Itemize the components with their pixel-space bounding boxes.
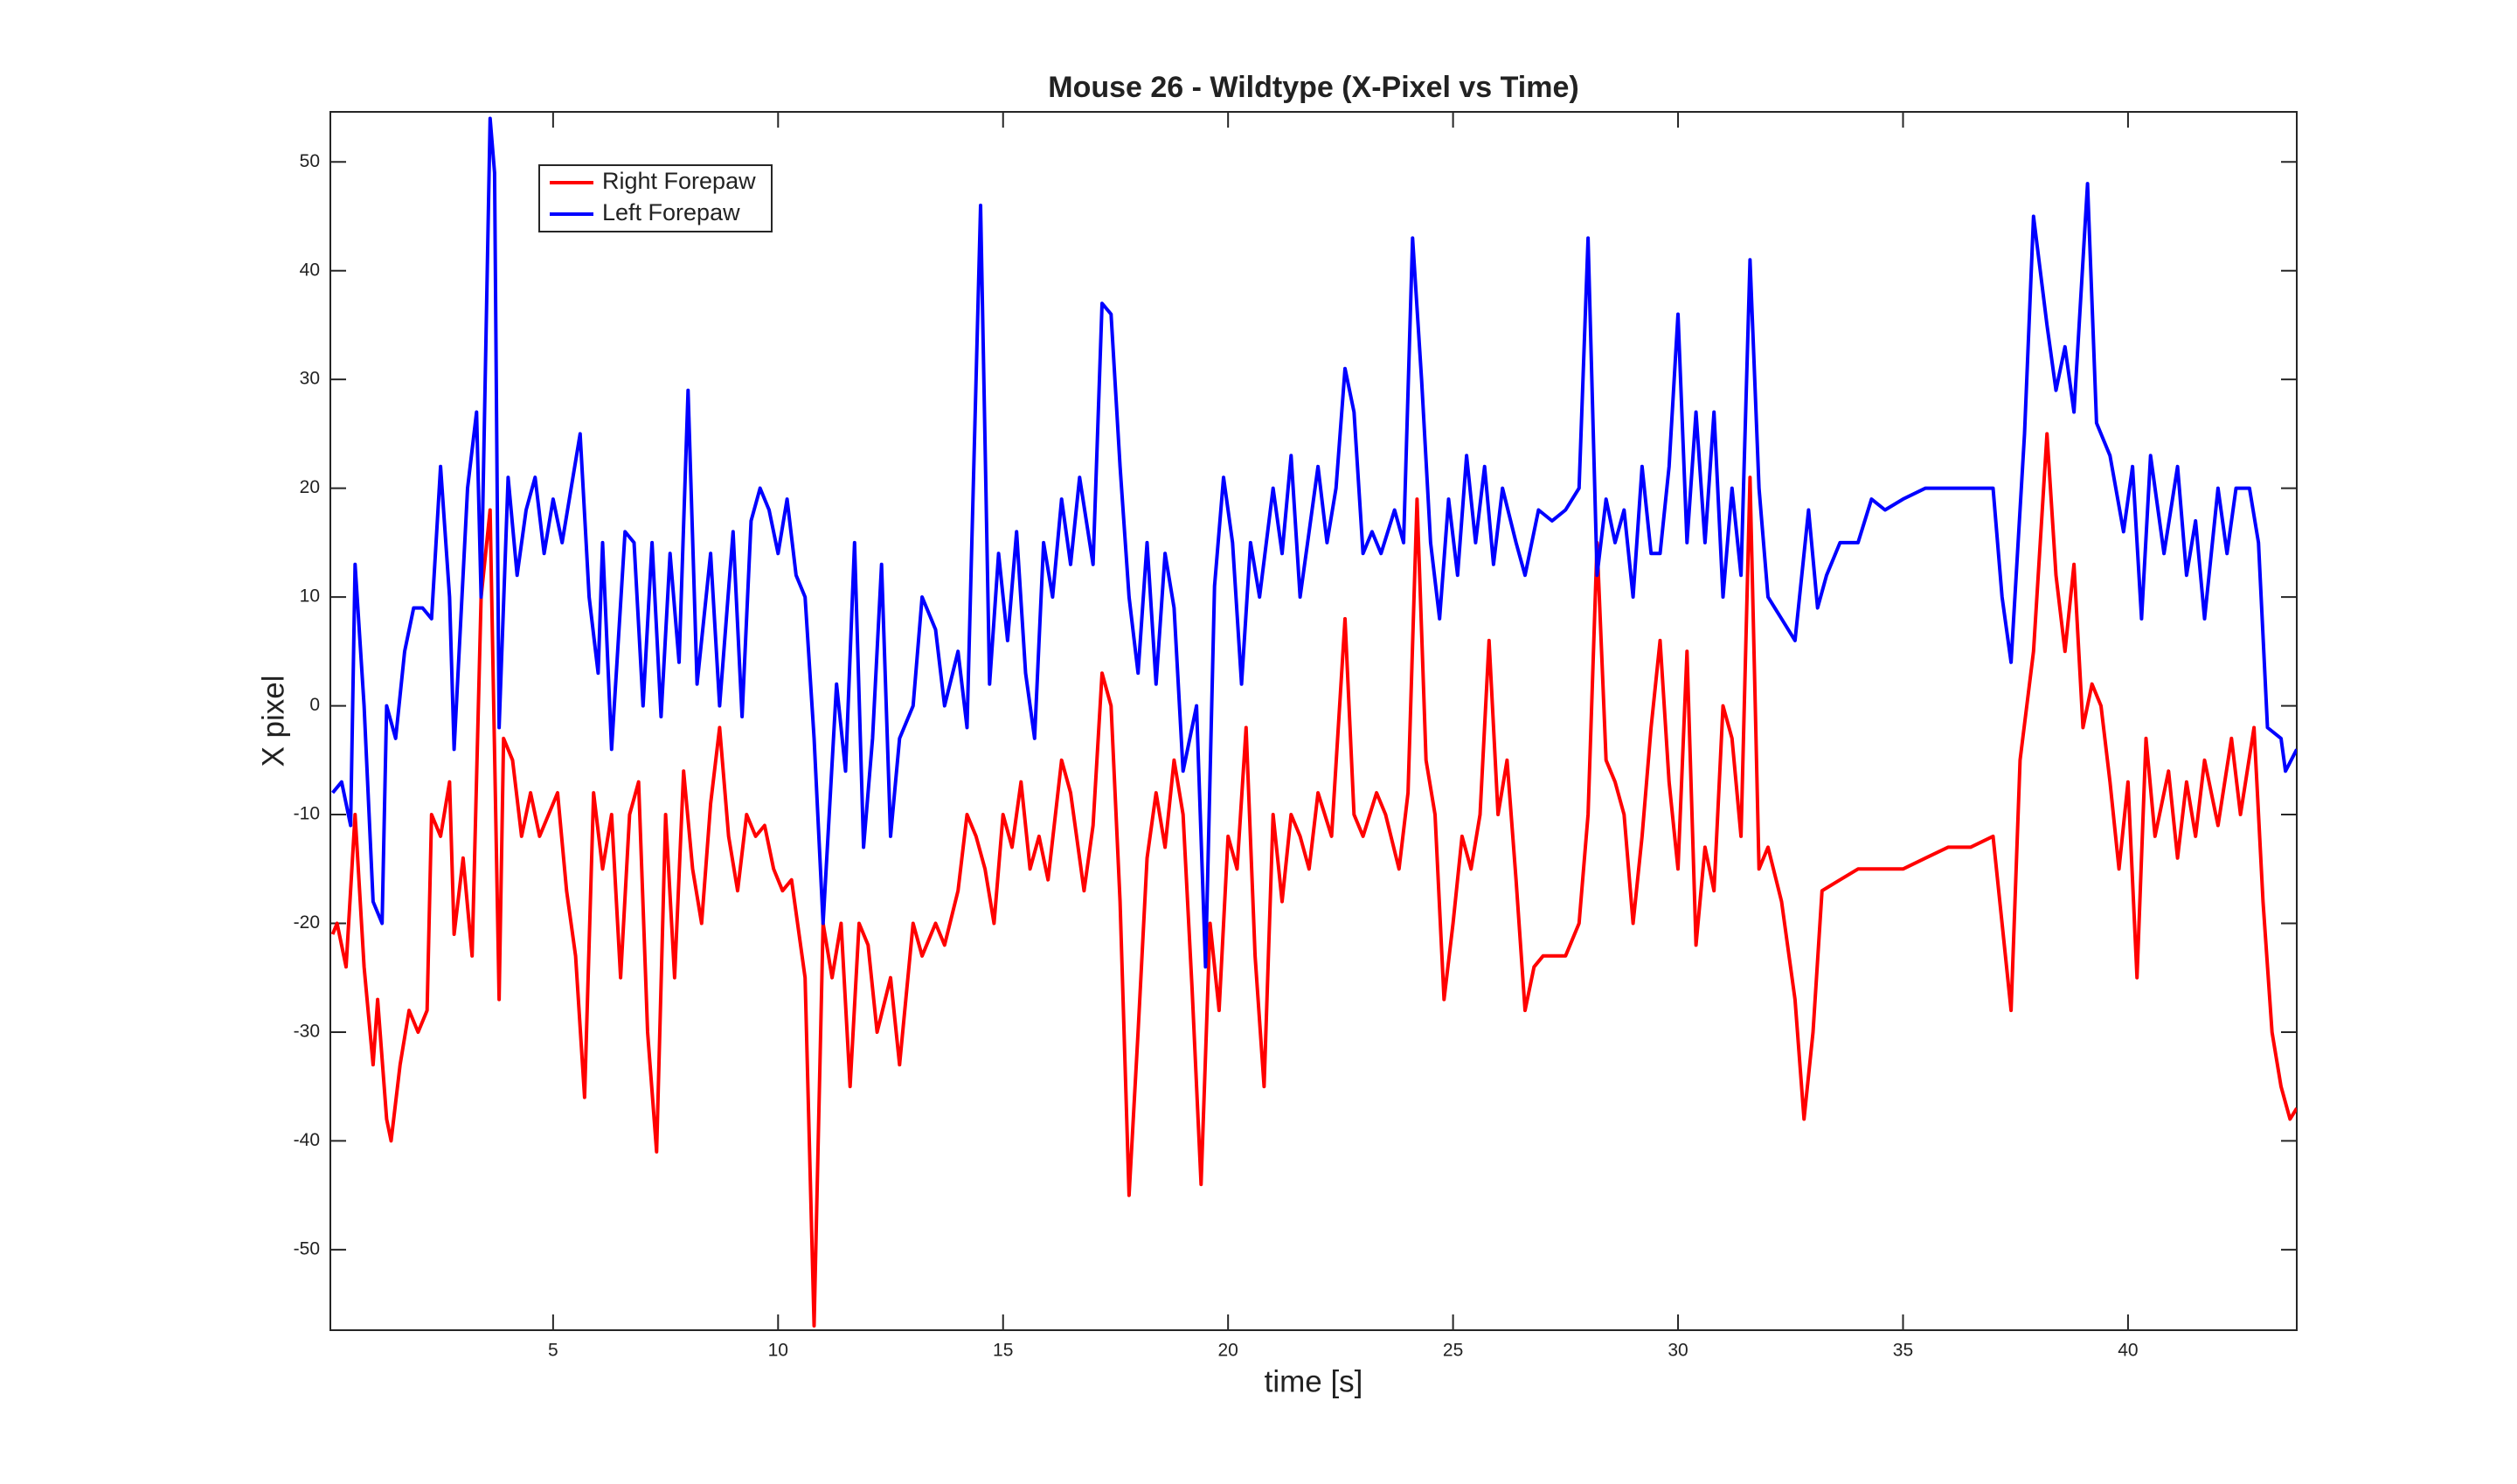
y-tick-label: -40 [294, 1130, 320, 1150]
legend-box [538, 164, 773, 232]
legend-label: Left Forepaw [602, 199, 740, 225]
y-tick-label: 40 [300, 260, 320, 280]
y-tick-label: -10 [294, 804, 320, 824]
x-tick-label: 25 [1443, 1341, 1463, 1361]
x-tick-label: 5 [548, 1341, 558, 1361]
y-tick-label: 20 [300, 477, 320, 497]
x-tick-label: 10 [768, 1341, 788, 1361]
data-line [331, 116, 2297, 969]
legend-label: Right Forepaw [602, 168, 756, 194]
y-tick-label: 10 [300, 586, 320, 607]
x-tick-label: 40 [2118, 1341, 2138, 1361]
x-tick-label: 15 [993, 1341, 1013, 1361]
y-tick-label: 50 [300, 151, 320, 171]
y-axis-label: X pixel [256, 675, 290, 766]
y-tick-label: -30 [294, 1022, 320, 1042]
y-tick-label: -20 [294, 912, 320, 933]
x-tick-label: 20 [1217, 1341, 1238, 1361]
y-tick-label: 0 [309, 695, 320, 715]
x-axis-label: time [s] [1265, 1364, 1363, 1398]
axes-box [329, 111, 2298, 1331]
y-tick-label: -50 [294, 1238, 320, 1259]
x-tick-label: 35 [1893, 1341, 1913, 1361]
y-tick-label: 30 [300, 369, 320, 389]
chart-title: Mouse 26 - Wildtype (X-Pixel vs Time) [1048, 71, 1578, 104]
data-line [330, 432, 2297, 1328]
x-tick-label: 30 [1668, 1341, 1688, 1361]
